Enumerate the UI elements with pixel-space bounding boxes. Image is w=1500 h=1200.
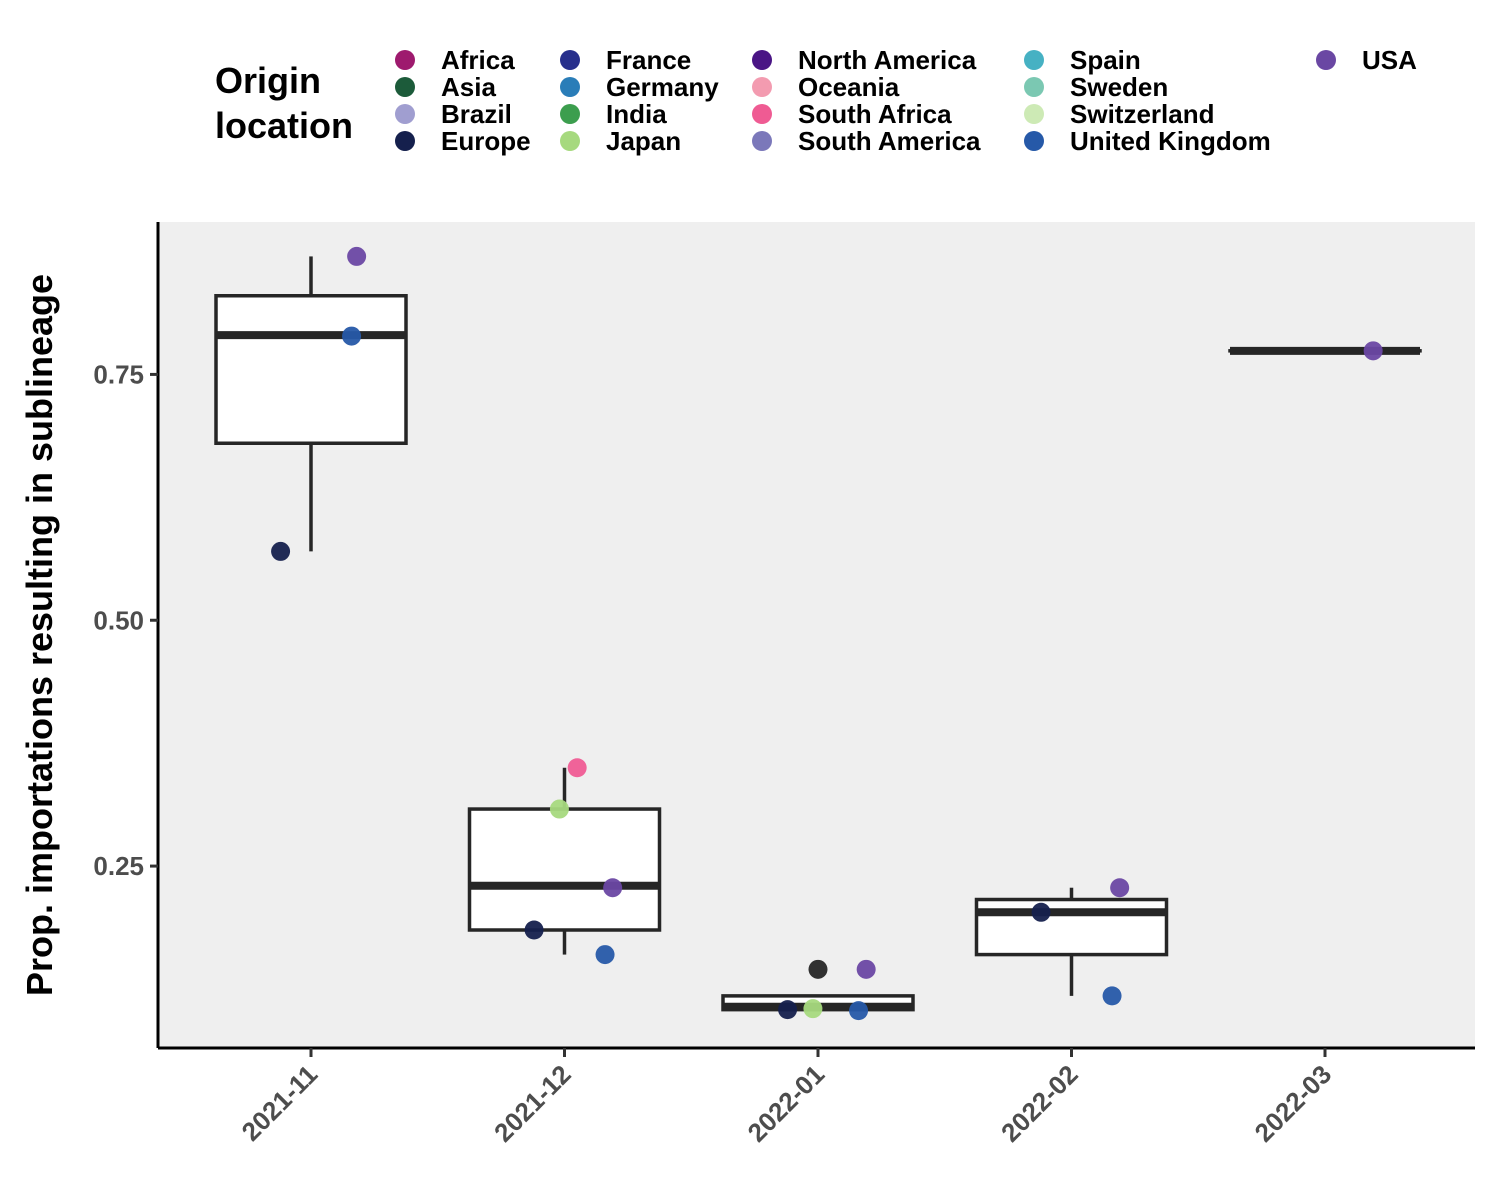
legend-item: South America — [752, 126, 981, 156]
legend-label: Europe — [441, 126, 531, 156]
x-ticks: 2021-11 2021-12 2022-01 2022-02 2022-03 — [236, 1048, 1338, 1148]
legend-label: Switzerland — [1070, 99, 1214, 129]
boxplot — [974, 887, 1169, 996]
boxplots — [214, 256, 1422, 1012]
legend-item: Switzerland — [1024, 99, 1214, 129]
legend-label: Asia — [441, 72, 496, 102]
data-point — [778, 1000, 798, 1020]
data-point — [1110, 878, 1130, 898]
data-point — [808, 959, 828, 979]
legend-title-line-2: location — [215, 105, 353, 146]
legend-swatch — [560, 50, 580, 70]
y-axis-title: Prop. importations resulting in sublinea… — [19, 274, 60, 996]
data-point — [1363, 341, 1383, 361]
x-tick-label: 2021-12 — [488, 1059, 577, 1148]
legend-swatch — [560, 77, 580, 97]
legend-swatch — [1024, 104, 1044, 124]
x-tick-label: 2022-01 — [742, 1059, 831, 1148]
legend-label: United Kingdom — [1070, 126, 1271, 156]
legend-label: Africa — [441, 45, 515, 75]
box-iqr — [467, 807, 662, 932]
legend-item: Oceania — [752, 72, 900, 102]
legend-label: Spain — [1070, 45, 1141, 75]
legend-item: Europe — [395, 126, 531, 156]
legend-label: Japan — [606, 126, 681, 156]
legend-item: USA — [1316, 45, 1417, 75]
legend-swatch — [395, 50, 415, 70]
data-point — [549, 799, 569, 819]
data-point — [856, 959, 876, 979]
legend-label: North America — [798, 45, 977, 75]
legend-label: India — [606, 99, 667, 129]
legend-label: South Africa — [798, 99, 952, 129]
legend-swatch — [752, 131, 772, 151]
data-point — [595, 945, 615, 965]
legend-item: Africa — [395, 45, 515, 75]
data-point — [342, 326, 362, 346]
legend-label: Germany — [606, 72, 719, 102]
legend-label: Brazil — [441, 99, 512, 129]
legend-swatch — [395, 104, 415, 124]
data-point — [567, 758, 587, 778]
legend-swatch — [1024, 77, 1044, 97]
legend-item: Japan — [560, 126, 681, 156]
legend-swatch — [752, 77, 772, 97]
legend-swatch — [1316, 50, 1336, 70]
data-point — [1102, 986, 1122, 1006]
x-tick-label: 2022-02 — [995, 1059, 1084, 1148]
data-points — [271, 246, 1383, 1021]
legend-swatch — [560, 131, 580, 151]
legend-swatch — [1024, 131, 1044, 151]
box-iqr — [214, 294, 408, 445]
data-point — [803, 999, 823, 1019]
legend-title-line-1: Origin — [215, 60, 321, 101]
y-tick-label: 0.25 — [93, 851, 144, 881]
box-iqr — [974, 897, 1169, 957]
legend-swatch — [395, 131, 415, 151]
legend-item: South Africa — [752, 99, 952, 129]
boxplot — [467, 767, 662, 955]
legend-item: Spain — [1024, 45, 1141, 75]
x-tick-label: 2022-03 — [1249, 1059, 1338, 1148]
legend-item: Asia — [395, 72, 496, 102]
legend-swatch — [395, 77, 415, 97]
y-tick-label: 0.50 — [93, 605, 144, 635]
data-point — [1031, 902, 1051, 922]
legend-item: North America — [752, 45, 977, 75]
legend-label: USA — [1362, 45, 1417, 75]
boxplot — [214, 256, 408, 552]
y-tick-label: 0.75 — [93, 359, 144, 389]
legend-label: Sweden — [1070, 72, 1168, 102]
legend-item: Sweden — [1024, 72, 1168, 102]
x-tick-label: 2021-11 — [236, 1059, 324, 1147]
legend-item: Germany — [560, 72, 719, 102]
legend-label: France — [606, 45, 691, 75]
y-ticks: 0.25 0.50 0.75 — [93, 359, 158, 881]
legend-item: France — [560, 45, 691, 75]
legend-swatch — [560, 104, 580, 124]
legend-swatch — [752, 104, 772, 124]
legend-swatch — [752, 50, 772, 70]
legend-item: India — [560, 99, 667, 129]
legend-label: Oceania — [798, 72, 900, 102]
data-point — [347, 246, 367, 266]
data-point — [849, 1001, 869, 1021]
legend-swatch — [1024, 50, 1044, 70]
data-point — [603, 878, 623, 898]
legend-item: Brazil — [395, 99, 512, 129]
legend-item: United Kingdom — [1024, 126, 1271, 156]
data-point — [271, 541, 291, 561]
data-point — [524, 920, 544, 940]
legend-label: South America — [798, 126, 981, 156]
